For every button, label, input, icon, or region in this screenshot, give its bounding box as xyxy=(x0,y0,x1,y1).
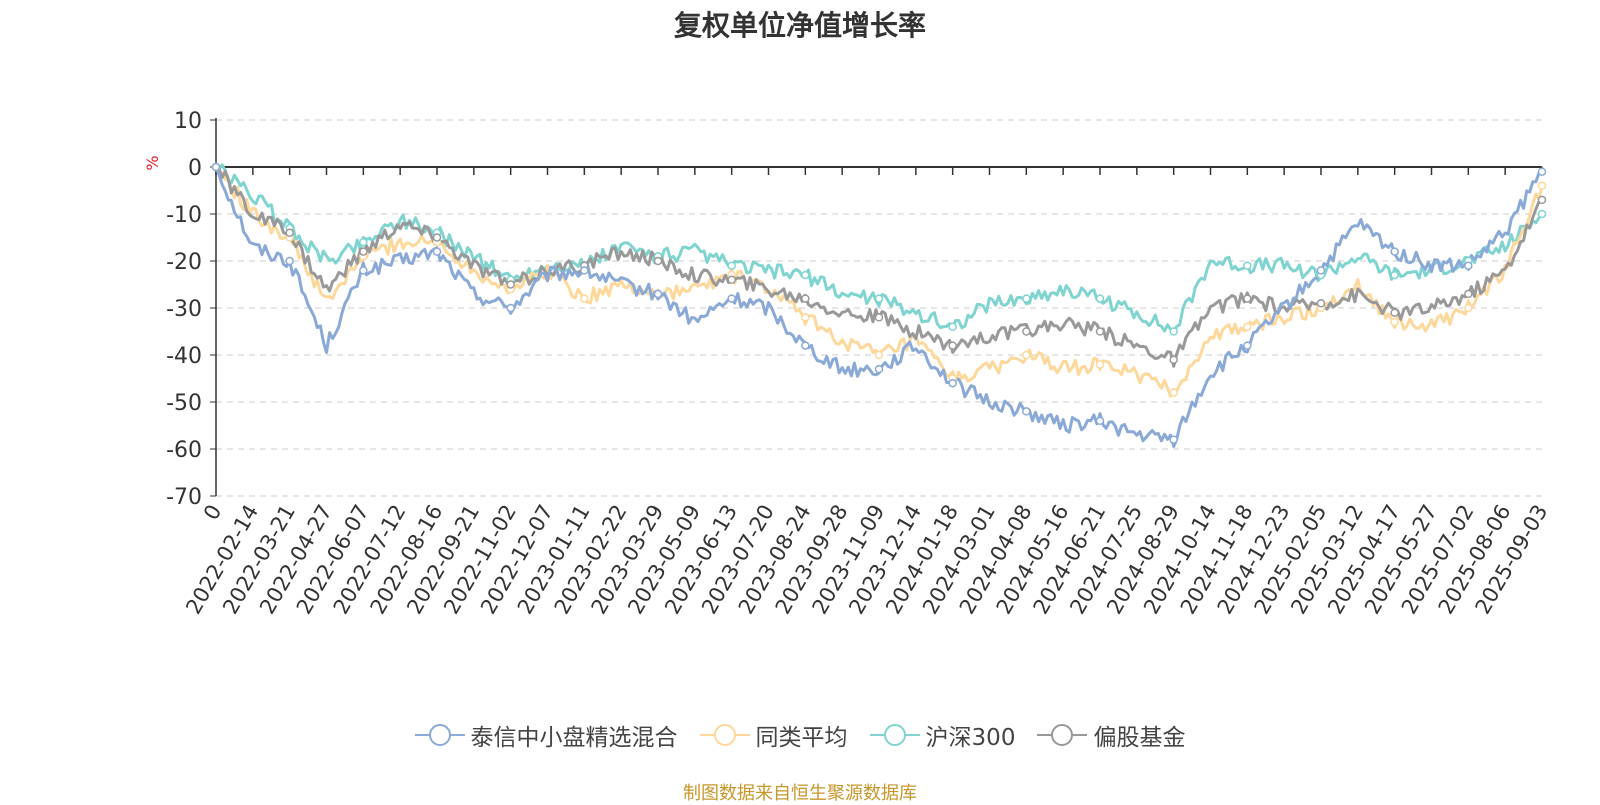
legend-swatch-icon xyxy=(869,722,920,748)
data-point xyxy=(506,280,515,289)
legend-item[interactable]: 同类平均 xyxy=(699,718,848,752)
data-point xyxy=(653,256,663,266)
data-point xyxy=(948,322,957,332)
data-point xyxy=(1095,327,1105,336)
y-tick-label: -30 xyxy=(166,297,202,322)
data-point xyxy=(801,270,810,280)
legend-item[interactable]: 泰信中小盘精选混合 xyxy=(414,718,678,752)
data-point xyxy=(359,247,368,256)
data-point xyxy=(874,350,884,360)
y-tick-label: -50 xyxy=(166,391,202,416)
data-point xyxy=(1464,261,1473,270)
data-point xyxy=(1537,167,1547,176)
y-tick-label: 0 xyxy=(188,156,202,181)
y-tick-label: -20 xyxy=(166,250,202,275)
data-point xyxy=(285,228,294,238)
y-tick-label: -60 xyxy=(166,438,202,463)
data-point xyxy=(359,237,368,247)
data-point xyxy=(506,303,515,313)
data-point xyxy=(653,289,663,299)
series-line xyxy=(214,166,1544,398)
legend-label: 同类平均 xyxy=(755,725,848,751)
data-point xyxy=(1095,416,1105,426)
data-point xyxy=(801,341,810,350)
y-tick-label: -10 xyxy=(166,203,202,228)
legend-label: 沪深300 xyxy=(925,725,1016,751)
data-point xyxy=(359,266,368,275)
chart-legend: 泰信中小盘精选混合 同类平均 沪深300 偏股基金 xyxy=(0,718,1600,752)
y-tick-label: -70 xyxy=(166,485,202,510)
data-point xyxy=(1390,317,1399,327)
data-point xyxy=(1390,270,1399,280)
data-point xyxy=(1464,289,1473,299)
data-point xyxy=(874,364,884,374)
data-point xyxy=(1537,209,1547,219)
data-point xyxy=(580,294,589,303)
data-point xyxy=(948,341,957,350)
legend-swatch-icon xyxy=(1037,722,1088,748)
data-point xyxy=(1390,308,1399,317)
data-point xyxy=(211,162,221,172)
data-point xyxy=(1243,294,1252,303)
data-point xyxy=(1537,195,1547,205)
data-point xyxy=(801,294,810,303)
data-point xyxy=(948,378,957,388)
data-point xyxy=(801,313,810,322)
data-point xyxy=(1169,327,1178,336)
data-point xyxy=(432,233,442,242)
y-tick-label: 10 xyxy=(174,109,202,134)
data-point xyxy=(1022,294,1031,303)
data-point xyxy=(874,313,884,322)
legend-item[interactable]: 沪深300 xyxy=(869,718,1016,752)
data-point xyxy=(1022,350,1031,360)
data-point xyxy=(727,294,736,303)
data-point xyxy=(1464,303,1473,313)
data-point xyxy=(432,247,442,256)
data-point xyxy=(1243,322,1252,332)
data-point xyxy=(1169,388,1178,397)
data-point xyxy=(1022,327,1031,336)
data-point xyxy=(1095,294,1105,303)
data-point xyxy=(1537,181,1547,191)
data-point xyxy=(1243,261,1252,270)
y-tick-label: -40 xyxy=(166,344,202,369)
chart-title: 复权单位净值增长率 xyxy=(673,9,926,42)
data-point xyxy=(1390,247,1399,256)
legend-item[interactable]: 偏股基金 xyxy=(1037,718,1185,752)
data-source-note: 制图数据来自恒生聚源数据库 xyxy=(683,783,917,804)
data-point xyxy=(874,294,884,303)
x-tick-label: 0 xyxy=(199,501,226,525)
data-point xyxy=(727,275,736,285)
data-point xyxy=(1169,355,1178,364)
data-point xyxy=(1243,341,1252,350)
legend-label: 偏股基金 xyxy=(1093,725,1186,751)
data-point xyxy=(1022,407,1031,416)
y-axis-unit-label: % xyxy=(143,155,162,170)
data-point xyxy=(1169,435,1178,444)
data-point xyxy=(285,256,294,266)
data-point xyxy=(727,261,736,270)
legend-label: 泰信中小盘精选混合 xyxy=(470,725,678,751)
legend-swatch-icon xyxy=(414,722,465,748)
data-point xyxy=(1095,360,1105,369)
legend-swatch-icon xyxy=(699,722,750,748)
data-point xyxy=(1316,266,1326,275)
data-point xyxy=(1316,299,1326,308)
data-point xyxy=(580,266,589,275)
